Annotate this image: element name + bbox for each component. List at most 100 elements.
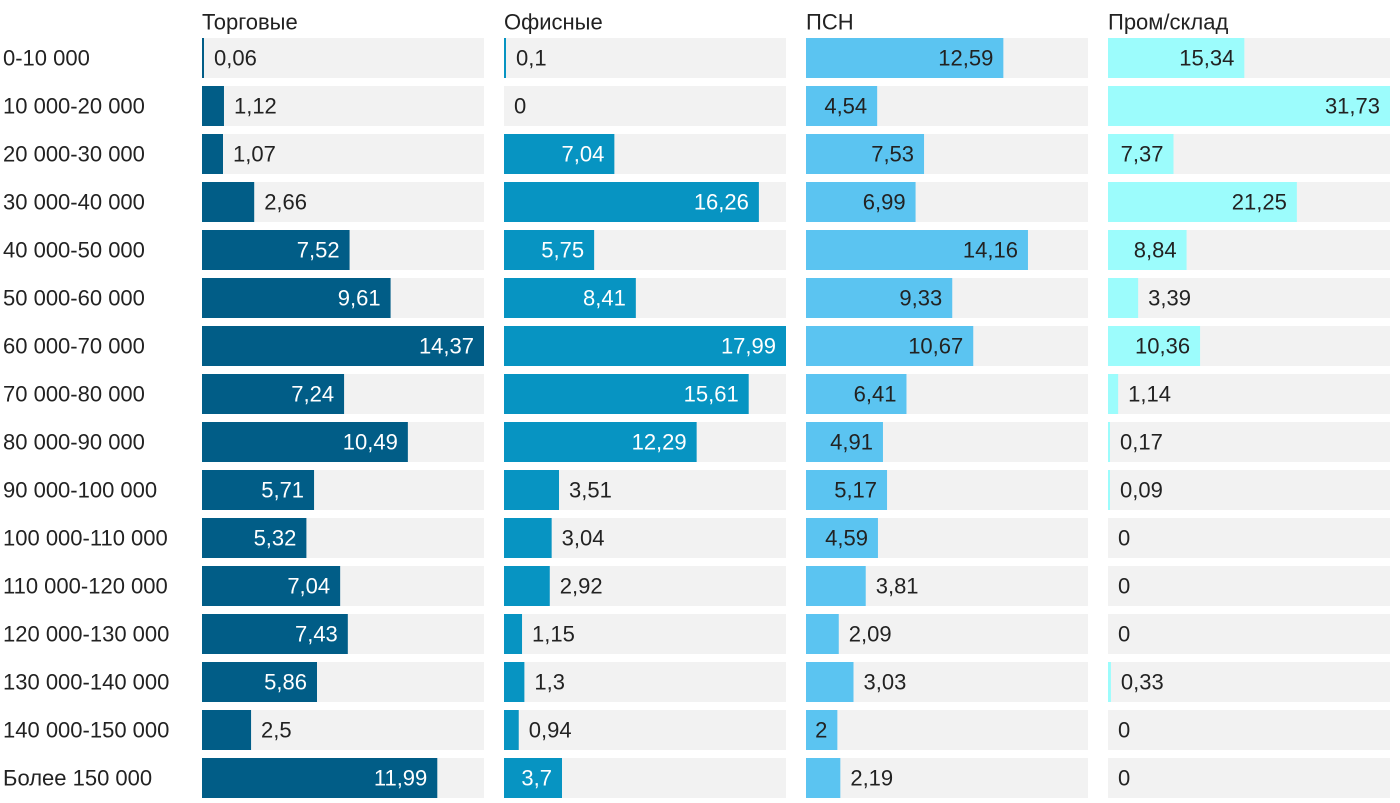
bar xyxy=(1108,38,1245,78)
data-label: 12,59 xyxy=(938,46,993,71)
bar xyxy=(1108,422,1110,462)
series-header: Пром/склад xyxy=(1108,10,1228,35)
category-label: 0-10 000 xyxy=(3,46,90,71)
bar xyxy=(504,518,552,558)
bar xyxy=(202,662,317,702)
data-label: 0,33 xyxy=(1121,670,1164,695)
bar-background xyxy=(1108,422,1390,462)
bar xyxy=(1108,86,1390,126)
bar xyxy=(806,710,838,750)
data-label: 11,99 xyxy=(374,766,427,791)
data-label: 15,34 xyxy=(1179,46,1234,71)
bar-background xyxy=(1108,758,1390,798)
bar-background xyxy=(504,710,786,750)
data-label: 1,14 xyxy=(1128,382,1171,407)
bar-background xyxy=(202,134,484,174)
bar xyxy=(202,422,408,462)
bar xyxy=(806,182,916,222)
bar xyxy=(202,326,484,366)
data-label: 12,29 xyxy=(632,430,687,455)
bar-background xyxy=(1108,518,1390,558)
data-label: 6,99 xyxy=(863,190,906,215)
data-label: 8,41 xyxy=(583,286,626,311)
data-label: 9,61 xyxy=(338,286,381,311)
data-label: 4,54 xyxy=(824,94,867,119)
bar-background xyxy=(504,614,786,654)
bar-background xyxy=(1108,374,1390,414)
bar xyxy=(1108,230,1187,270)
bar xyxy=(806,278,953,318)
data-label: 7,24 xyxy=(291,382,334,407)
bar xyxy=(202,518,307,558)
bar-background xyxy=(1108,566,1390,606)
category-label: 100 000-110 000 xyxy=(3,526,168,551)
bar xyxy=(202,230,350,270)
bar xyxy=(806,662,854,702)
data-label: 10,36 xyxy=(1135,334,1190,359)
data-label: 15,61 xyxy=(684,382,739,407)
data-label: 0,94 xyxy=(529,718,572,743)
data-label: 2,19 xyxy=(850,766,893,791)
data-label: 2,92 xyxy=(560,574,603,599)
bar-background xyxy=(504,566,786,606)
bar xyxy=(806,230,1028,270)
data-label: 2,09 xyxy=(849,622,892,647)
bar xyxy=(504,278,636,318)
category-label: Более 150 000 xyxy=(3,766,152,791)
data-label: 0,17 xyxy=(1120,430,1163,455)
category-label: 130 000-140 000 xyxy=(3,670,169,695)
category-label: 40 000-50 000 xyxy=(3,238,145,263)
bar xyxy=(806,326,974,366)
category-label: 90 000-100 000 xyxy=(3,478,157,503)
bar xyxy=(504,230,595,270)
bar xyxy=(202,566,341,606)
bar-background xyxy=(1108,614,1390,654)
data-label: 14,37 xyxy=(419,334,474,359)
bar-background xyxy=(1108,278,1390,318)
category-label: 110 000-120 000 xyxy=(3,574,168,599)
bar-background xyxy=(1108,662,1390,702)
category-label: 60 000-70 000 xyxy=(3,334,145,359)
bar xyxy=(1108,278,1139,318)
data-label: 3,51 xyxy=(569,478,612,503)
bar-background xyxy=(504,38,786,78)
data-label: 2,66 xyxy=(264,190,307,215)
data-label: 31,73 xyxy=(1325,94,1380,119)
data-label: 0 xyxy=(1118,574,1130,599)
bar-background xyxy=(806,710,1088,750)
data-label: 5,32 xyxy=(254,526,297,551)
data-label: 6,41 xyxy=(854,382,897,407)
data-label: 21,25 xyxy=(1232,190,1287,215)
bar xyxy=(504,710,519,750)
data-label: 0,06 xyxy=(214,46,257,71)
data-label: 4,91 xyxy=(830,430,873,455)
bar-background xyxy=(202,38,484,78)
bar-background xyxy=(1108,470,1390,510)
bar xyxy=(202,758,438,798)
data-label: 3,81 xyxy=(876,574,919,599)
data-label: 0 xyxy=(1118,718,1130,743)
series-header: ПСН xyxy=(806,10,854,35)
data-label: 3,7 xyxy=(521,766,552,791)
data-label: 7,04 xyxy=(562,142,605,167)
bar-background xyxy=(1108,710,1390,750)
data-label: 3,39 xyxy=(1148,286,1191,311)
bar xyxy=(504,134,615,174)
data-label: 3,04 xyxy=(562,526,605,551)
bar xyxy=(504,662,525,702)
bar xyxy=(1108,470,1110,510)
data-label: 7,37 xyxy=(1121,142,1164,167)
bar xyxy=(806,422,883,462)
data-label: 5,75 xyxy=(541,238,584,263)
data-label: 1,15 xyxy=(532,622,575,647)
data-label: 0,09 xyxy=(1120,478,1163,503)
category-label: 140 000-150 000 xyxy=(3,718,169,743)
data-label: 14,16 xyxy=(963,238,1018,263)
bar xyxy=(202,374,345,414)
category-label: 20 000-30 000 xyxy=(3,142,145,167)
bar xyxy=(1108,662,1111,702)
data-label: 7,53 xyxy=(871,142,914,167)
data-label: 5,86 xyxy=(264,670,307,695)
data-label: 5,17 xyxy=(834,478,877,503)
